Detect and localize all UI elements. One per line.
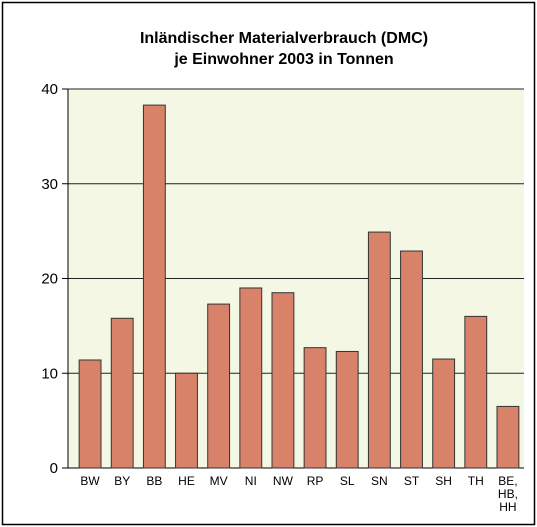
x-tick-label: NW	[273, 474, 294, 488]
x-tick-label: SH	[435, 474, 452, 488]
bar	[175, 372, 198, 469]
x-tick-label: SL	[340, 474, 355, 488]
bar	[496, 405, 520, 469]
y-tick-label: 10	[41, 365, 58, 382]
bar	[367, 231, 391, 469]
y-tick-label: 40	[41, 81, 58, 98]
x-tick-label: BW	[80, 474, 100, 488]
y-tick-label: 0	[50, 460, 58, 477]
bar	[110, 317, 134, 469]
x-tick-label: TH	[468, 474, 484, 488]
x-tick-label: BY	[114, 474, 130, 488]
y-tick-label: 30	[41, 176, 58, 193]
y-tick-label: 20	[41, 271, 58, 288]
bar	[335, 350, 359, 469]
bar	[432, 358, 456, 469]
x-tick-label: ST	[404, 474, 420, 488]
x-tick-label: BB	[146, 474, 162, 488]
bar	[142, 104, 166, 469]
chart-title: je Einwohner 2003 in Tonnen	[173, 51, 393, 68]
x-tick-label: NI	[245, 474, 257, 488]
bar	[400, 250, 423, 469]
bar	[78, 359, 102, 469]
x-tick-label: RP	[307, 474, 324, 488]
bar	[239, 287, 263, 469]
x-tick-label: BE, HB, HH	[498, 474, 518, 514]
chart-title: Inländischer Materialverbrauch (DMC)	[140, 30, 428, 47]
x-tick-label: MV	[210, 474, 228, 488]
bar	[271, 292, 295, 469]
x-tick-label: SN	[371, 474, 388, 488]
bar	[207, 303, 231, 469]
bar	[464, 315, 488, 469]
bar	[303, 347, 327, 469]
x-tick-label: HE	[178, 474, 195, 488]
